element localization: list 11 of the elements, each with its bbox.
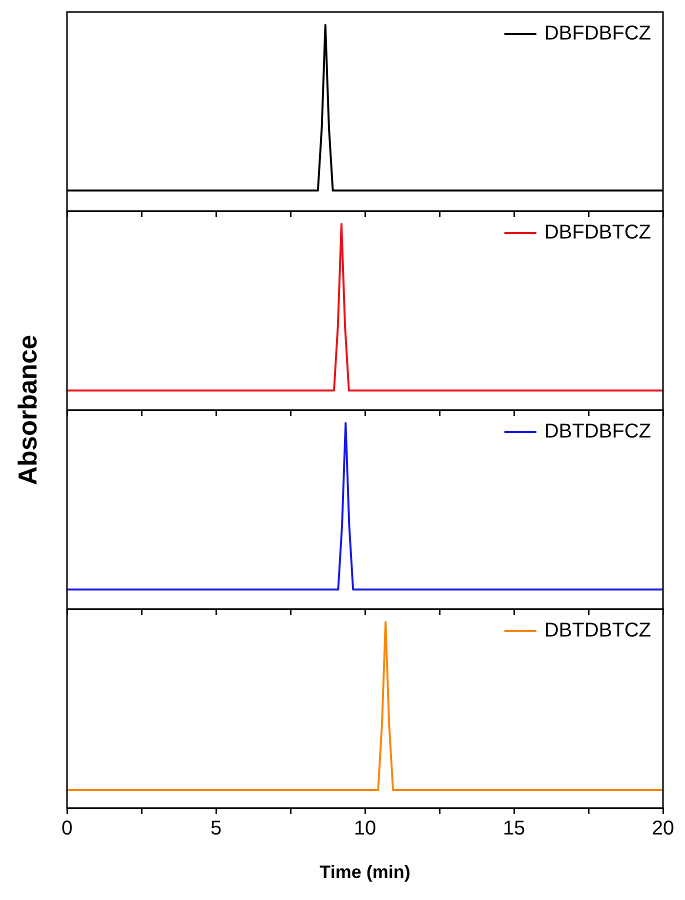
legend-label: DBTDBFCZ (544, 420, 652, 443)
x-tick-label: 0 (61, 818, 73, 840)
x-tick-label: 10 (354, 818, 376, 840)
y-axis-title: Absorbance (12, 334, 44, 486)
x-tick-label: 5 (210, 818, 222, 840)
legend-label: DBTDBTCZ (544, 620, 652, 642)
x-axis-title: Time (min) (320, 862, 410, 882)
legend-label: DBFDBFCZ (544, 22, 652, 45)
x-tick-label: 20 (652, 818, 674, 840)
legend-label: DBFDBTCZ (544, 222, 652, 244)
x-tick-label: 15 (502, 818, 526, 840)
